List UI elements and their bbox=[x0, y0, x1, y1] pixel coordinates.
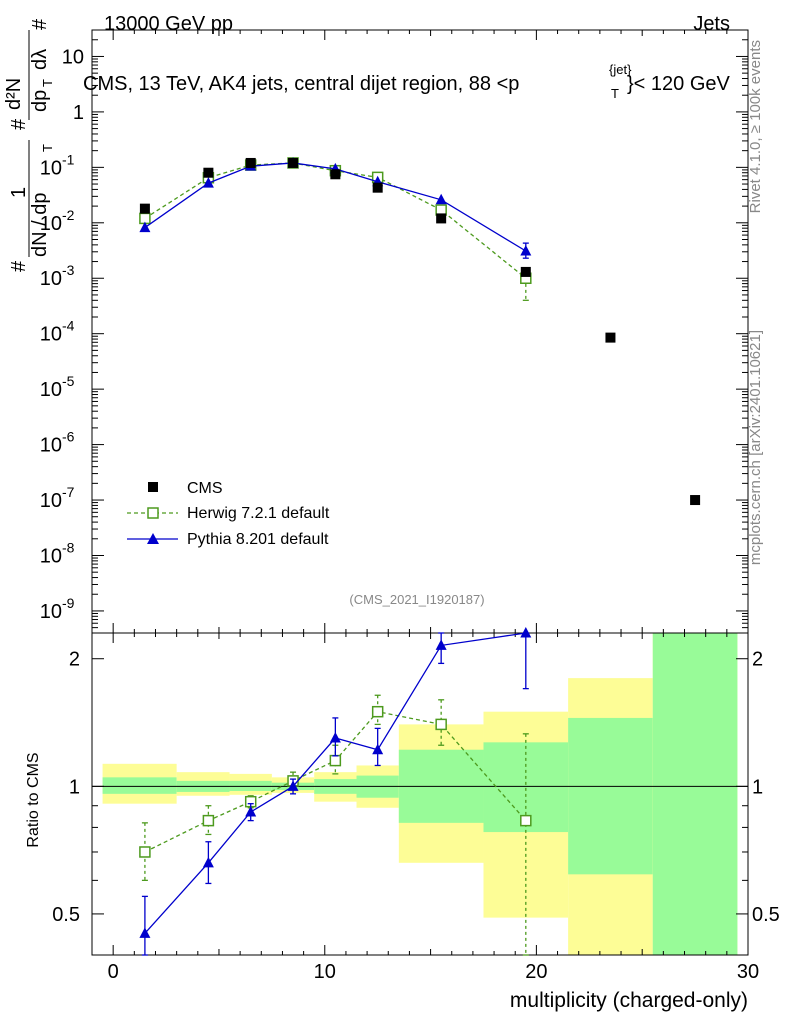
y-tick-label-10: 10 bbox=[62, 46, 84, 68]
herwig-main-line bbox=[144, 162, 527, 279]
y-tick-label-2: 10 bbox=[40, 490, 62, 512]
herwig-ratio-point-6 bbox=[435, 718, 447, 731]
pythia-main-point-6 bbox=[435, 193, 447, 205]
band-green-9 bbox=[652, 633, 738, 955]
ratio-tick-label-right-0.5: 0.5 bbox=[752, 904, 780, 926]
rivet-label: Rivet 4.1.0, ≥ 100k events bbox=[747, 40, 764, 213]
y-tick-label-0: 10 bbox=[40, 601, 62, 623]
y-tick-label-4: 10 bbox=[40, 379, 62, 401]
y-tick-label-6: 10 bbox=[40, 268, 62, 290]
x-tick-label-0: 0 bbox=[108, 961, 119, 983]
herwig-ratio-line bbox=[144, 710, 527, 853]
cms-main-point-5 bbox=[372, 182, 383, 193]
cms-main-point-9 bbox=[690, 495, 701, 506]
ylabel-hash-right: # bbox=[29, 18, 51, 30]
legend-marker-cms bbox=[148, 482, 158, 492]
legend-label-pythia: Pythia 8.201 default bbox=[187, 531, 329, 548]
pythia-ratio-point-5 bbox=[372, 743, 384, 755]
ylabel-dn-dpt-sub: T bbox=[40, 144, 55, 152]
ratio-panel-frame bbox=[91, 632, 749, 956]
y-tick-label-exp-4: -5 bbox=[62, 373, 75, 389]
pythia-main-point-0 bbox=[139, 221, 151, 233]
y-tick-label-9: 1 bbox=[73, 102, 84, 124]
y-tick-label-exp-7: -2 bbox=[62, 207, 75, 223]
title-tail: }< 120 GeV bbox=[627, 73, 731, 95]
pythia-main-point-1 bbox=[202, 177, 214, 188]
ylabel-dpt-sub: T bbox=[40, 79, 55, 87]
y-tick-label-8: 10 bbox=[40, 157, 62, 179]
ylabel-dpt-dlambda: dp bbox=[29, 90, 51, 112]
legend-marker-herwig bbox=[147, 507, 159, 519]
cms-main-point-0 bbox=[139, 203, 150, 214]
ylabel-one: 1 bbox=[8, 187, 30, 198]
legend: CMS Herwig 7.2.1 default Pythia 8.201 de… bbox=[127, 480, 330, 548]
cms-main-point-8 bbox=[605, 332, 616, 343]
plot-title: CMS, 13 TeV, AK4 jets, central dijet reg… bbox=[83, 62, 731, 101]
y-tick-label-exp-8: -1 bbox=[62, 151, 75, 167]
title-main: CMS, 13 TeV, AK4 jets, central dijet reg… bbox=[83, 73, 519, 95]
x-tick-label-20: 20 bbox=[525, 961, 547, 983]
cms-main-point-2 bbox=[245, 157, 256, 168]
pythia-ratio-point-0 bbox=[139, 927, 151, 938]
legend-label-cms: CMS bbox=[187, 480, 223, 497]
pythia-ratio-point-7 bbox=[520, 627, 532, 638]
ratio-panel: 0 10 20 30 0.5 0.5 1 1 2 2 bbox=[52, 627, 780, 983]
ylabel-dn-dpt: dN / dp bbox=[29, 193, 51, 257]
band-green-8 bbox=[568, 717, 653, 875]
mcplots-label: mcplots.cern.ch [arXiv:2401.10621] bbox=[747, 330, 764, 565]
x-tick-label-10: 10 bbox=[314, 961, 336, 983]
ratio-y-axis-label: Ratio to CMS bbox=[25, 752, 42, 847]
header-left: 13000 GeV pp bbox=[104, 13, 233, 35]
ylabel-d2n: d²N bbox=[3, 78, 25, 110]
y-tick-label-exp-0: -9 bbox=[62, 595, 75, 611]
ylabel-dlambda: dλ bbox=[29, 49, 51, 70]
herwig-ratio-point-0 bbox=[139, 846, 151, 858]
legend-marker-pythia bbox=[147, 533, 159, 544]
pythia-main-line bbox=[144, 162, 527, 252]
y-tick-label-exp-2: -7 bbox=[62, 484, 75, 500]
cms-main-point-4 bbox=[330, 169, 341, 180]
analysis-watermark: (CMS_2021_I1920187) bbox=[349, 592, 484, 607]
x-axis-label: multiplicity (charged-only) bbox=[510, 989, 748, 1012]
herwig-ratio-point-5 bbox=[371, 705, 384, 718]
x-tick-label-30: 30 bbox=[737, 961, 759, 983]
pythia-ratio-point-2 bbox=[245, 805, 257, 817]
band-green-0 bbox=[102, 777, 177, 794]
pythia-ratio-point-6 bbox=[435, 639, 447, 650]
ylabel-hash-mid: # bbox=[8, 118, 30, 130]
ratio-tick-label-right-1: 1 bbox=[752, 776, 763, 798]
title-sub: T bbox=[611, 86, 619, 101]
herwig-ratio-point-4 bbox=[329, 754, 342, 767]
y-tick-label-5: 10 bbox=[40, 324, 62, 346]
cms-main-point-1 bbox=[203, 167, 214, 178]
y-tick-label-exp-5: -4 bbox=[62, 318, 75, 334]
ratio-tick-label-left-0.5: 0.5 bbox=[52, 904, 80, 926]
cms-main-point-3 bbox=[288, 157, 299, 168]
ratio-tick-label-left-2: 2 bbox=[69, 649, 80, 671]
herwig-ratio-point-7 bbox=[520, 814, 532, 827]
y-tick-label-1: 10 bbox=[40, 545, 62, 567]
pythia-main-point-7 bbox=[520, 245, 532, 256]
y-tick-label-exp-1: -8 bbox=[62, 539, 75, 555]
y-tick-label-exp-6: -3 bbox=[62, 262, 75, 278]
title-sup: {jet} bbox=[609, 62, 632, 77]
pythia-ratio-point-1 bbox=[202, 856, 214, 868]
ylabel-hash-left: # bbox=[8, 260, 30, 272]
y-tick-label-exp-3: -6 bbox=[62, 429, 75, 445]
ratio-tick-label-right-2: 2 bbox=[752, 649, 763, 671]
pythia-ratio-point-3 bbox=[287, 780, 299, 791]
legend-label-herwig: Herwig 7.2.1 default bbox=[187, 505, 330, 522]
cms-main-point-6 bbox=[436, 213, 447, 224]
pythia-ratio-point-4 bbox=[329, 732, 341, 743]
y-tick-label-3: 10 bbox=[40, 435, 62, 457]
pythia-ratio-line bbox=[144, 632, 526, 934]
main-y-axis-label: # 1 dN / dp T # d²N dp T dλ # bbox=[3, 18, 55, 272]
herwig-ratio-point-1 bbox=[202, 814, 215, 827]
header-right: Jets bbox=[693, 13, 730, 35]
cms-main-point-7 bbox=[520, 266, 531, 277]
y-tick-label-7: 10 bbox=[40, 213, 62, 235]
ratio-tick-label-left-1: 1 bbox=[69, 776, 80, 798]
